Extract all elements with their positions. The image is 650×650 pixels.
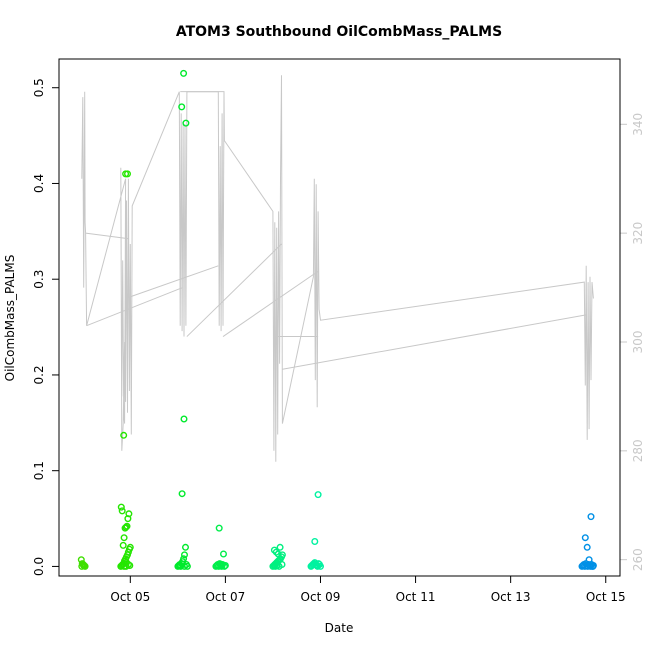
data-point-s5-10 (317, 562, 325, 570)
y2-tick-label-2: 300 (631, 331, 645, 354)
data-point-s6-17 (589, 562, 597, 570)
data-point-s1-13 (121, 524, 129, 532)
chart-title: ATOM3 Southbound OilCombMass_PALMS (176, 24, 502, 40)
x-tick-label-1: Oct 07 (205, 590, 245, 604)
data-point-s1-18 (118, 507, 126, 515)
altitude-trace-connector-7 (282, 314, 587, 370)
data-point-s2-15 (178, 103, 186, 111)
plot-frame (58, 58, 621, 577)
data-point-s1-15 (123, 522, 131, 530)
data-point-s1-11 (119, 541, 127, 549)
y2-tick-label-1: 280 (631, 439, 645, 462)
data-point-s1-12 (120, 534, 128, 542)
data-point-s4-14 (276, 543, 284, 551)
data-point-s3-11 (215, 524, 223, 532)
data-point-s1-19 (117, 503, 125, 511)
y2-tick-label-0: 260 (631, 548, 645, 571)
data-points (77, 69, 597, 570)
data-point-s1-22 (123, 170, 131, 178)
data-point-s3-10 (221, 562, 229, 570)
altitude-trace-connector-0 (85, 232, 129, 240)
x-tick-label-4: Oct 13 (491, 590, 531, 604)
altitude-trace-connector-1 (86, 287, 183, 327)
altitude-trace-line (81, 75, 594, 462)
altitude-trace-connector-2 (125, 265, 219, 299)
y-tick-label-2: 0.2 (32, 365, 46, 384)
altitude-trace-connector-5 (222, 270, 319, 337)
y-tick-label-0: 0.0 (32, 557, 46, 576)
data-point-s1-17 (125, 510, 133, 518)
y-axis-label: OilCombMass_PALMS (3, 255, 17, 382)
data-point-s4-10 (278, 551, 286, 559)
data-point-s3-8 (219, 550, 227, 558)
x-tick-label-2: Oct 09 (301, 590, 341, 604)
data-point-s1-28 (122, 562, 130, 570)
data-point-s4-13 (274, 550, 282, 558)
data-point-s6-13 (581, 534, 589, 542)
data-point-s2-16 (180, 69, 188, 77)
data-point-s2-7 (180, 551, 188, 559)
data-point-s2-8 (181, 543, 189, 551)
data-point-s1-20 (120, 431, 128, 439)
x-tick-label-5: Oct 15 (586, 590, 626, 604)
x-tick-label-0: Oct 05 (110, 590, 150, 604)
data-point-s2-12 (178, 490, 186, 498)
data-point-s2-17 (180, 562, 188, 570)
x-axis-label: Date (325, 621, 354, 635)
y2-tick-label-3: 320 (631, 222, 645, 245)
data-point-s4-12 (272, 548, 280, 556)
data-point-s4-18 (275, 562, 283, 570)
data-point-s2-6 (180, 555, 188, 563)
altitude-trace (81, 75, 594, 462)
data-point-s2-10 (183, 562, 191, 570)
x-tick-label-3: Oct 11 (396, 590, 436, 604)
y-tick-label-4: 0.4 (32, 174, 46, 193)
y-tick-label-5: 0.5 (32, 78, 46, 97)
data-point-s2-11 (176, 562, 184, 570)
data-point-s6-14 (583, 543, 591, 551)
y2-tick-label-4: 340 (631, 113, 645, 136)
y-tick-label-3: 0.3 (32, 270, 46, 289)
data-point-s2-14 (182, 119, 190, 127)
altitude-trace-connector-4 (186, 243, 282, 337)
data-point-s3-12 (217, 561, 225, 569)
data-point-s5-12 (314, 491, 322, 499)
data-point-s2-13 (180, 415, 188, 423)
data-point-s6-16 (587, 513, 595, 521)
data-point-s5-11 (311, 538, 319, 546)
data-point-s0-6 (80, 562, 88, 570)
data-point-s6-15 (585, 556, 593, 564)
y-tick-label-1: 0.1 (32, 461, 46, 480)
data-point-s1-14 (122, 523, 130, 531)
data-point-s1-10 (126, 543, 134, 551)
